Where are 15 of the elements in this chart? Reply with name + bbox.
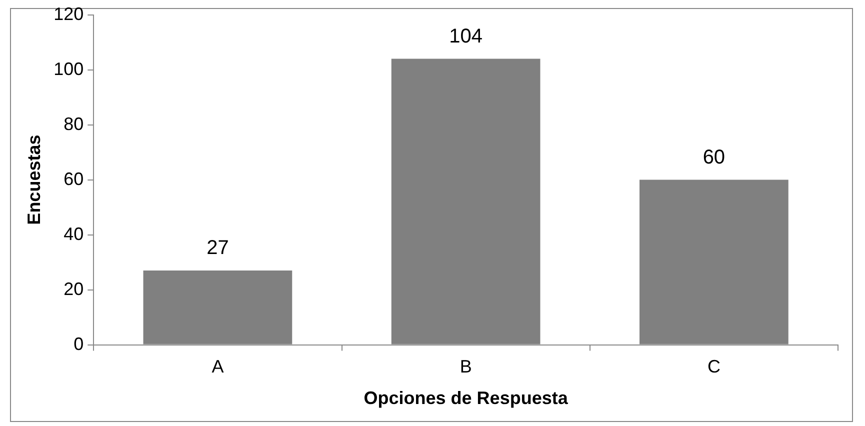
y-tick-label: 20 [64, 278, 84, 299]
data-label: 104 [449, 25, 483, 48]
data-label: 60 [702, 146, 726, 168]
y-axis-title: Encuestas [24, 134, 44, 225]
y-tick-label: 100 [54, 58, 84, 79]
y-tick-label: 0 [74, 334, 84, 354]
y-tick-label: 60 [64, 168, 84, 189]
x-tick-label: C [707, 356, 720, 377]
y-tick-label: 120 [54, 4, 84, 24]
x-tick-label: A [212, 356, 224, 377]
y-tick-label: 80 [64, 114, 84, 134]
data-label: 27 [206, 237, 229, 260]
x-axis-title: Opciones de Respuesta [364, 388, 569, 408]
x-tick-label: B [460, 356, 472, 377]
y-tick-label: 40 [64, 224, 84, 244]
